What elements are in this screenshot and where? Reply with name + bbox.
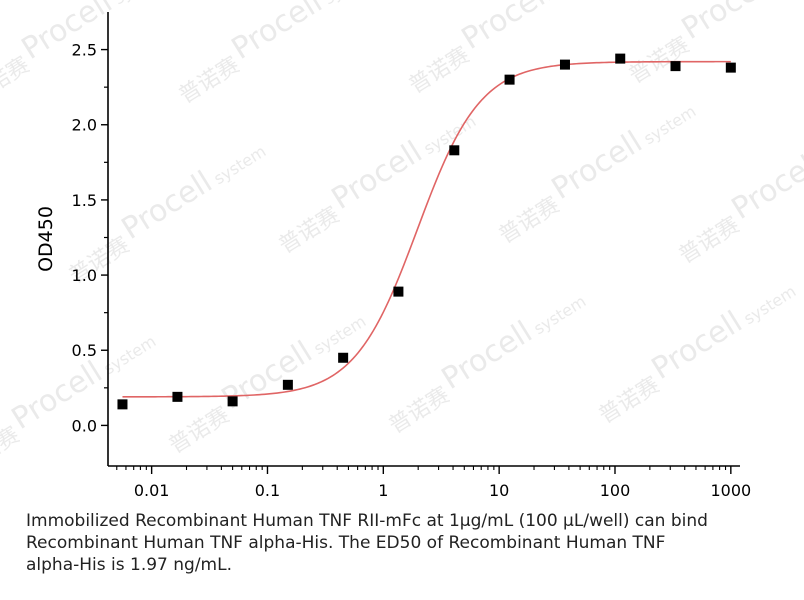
x-tick-label: 100 xyxy=(600,481,631,500)
watermark-sub: system xyxy=(210,142,269,189)
caption-line-2: Recombinant Human TNF alpha-His. The ED5… xyxy=(26,533,666,553)
watermark-brand: Procell xyxy=(726,145,804,227)
watermark-brand: Procell xyxy=(326,135,429,217)
data-point xyxy=(504,74,515,85)
watermark-brand: Procell xyxy=(16,0,119,67)
y-tick-label: 0.5 xyxy=(72,341,97,360)
data-point xyxy=(393,286,404,297)
x-tick-label: 1000 xyxy=(710,481,751,500)
x-tick-label: 1 xyxy=(378,481,388,500)
data-point xyxy=(449,145,460,156)
chart-canvas: Procellsystem普诺赛Procellsystem普诺赛Procells… xyxy=(0,0,804,500)
watermark-sub: system xyxy=(640,102,699,149)
x-tick-label: 0.01 xyxy=(134,481,170,500)
watermark-brand: Procell xyxy=(676,0,779,47)
watermark-sub: system xyxy=(530,292,589,339)
data-point xyxy=(615,53,626,64)
data-point xyxy=(282,379,293,390)
watermark-cn: 普诺赛 xyxy=(275,203,344,259)
watermark-cn: 普诺赛 xyxy=(385,383,454,439)
watermark-sub: system xyxy=(320,0,379,8)
y-tick-label: 2.0 xyxy=(72,116,97,135)
data-point xyxy=(172,391,183,402)
caption-line-3: alpha-His is 1.97 ng/mL. xyxy=(26,555,232,575)
watermark-sub: system xyxy=(110,0,169,8)
watermark-cn: 普诺赛 xyxy=(595,373,664,429)
watermark-cn: 普诺赛 xyxy=(675,213,744,269)
watermark-sub: system xyxy=(740,282,799,329)
caption-line-1: Immobilized Recombinant Human TNF RII-mF… xyxy=(26,511,708,531)
y-tick-label: 1.0 xyxy=(72,266,97,285)
y-tick-label: 1.5 xyxy=(72,191,97,210)
data-point xyxy=(227,396,238,407)
fit-curve-layer xyxy=(122,60,731,398)
watermark-cn: 普诺赛 xyxy=(175,53,244,109)
data-point xyxy=(725,62,736,73)
watermark-brand: Procell xyxy=(436,315,539,397)
watermark-brand: Procell xyxy=(646,305,749,387)
data-point xyxy=(670,61,681,72)
watermark-brand: Procell xyxy=(226,0,329,67)
data-points-layer xyxy=(117,53,736,410)
watermark-cn: 普诺赛 xyxy=(625,33,694,89)
axes-layer: 0.0 0.5 1.0 1.5 2.0 2.5 0.01 0.1 1 10 100 1000 OD450 xyxy=(35,12,751,500)
figure-caption: Immobilized Recombinant Human TNF RII-mF… xyxy=(26,510,796,576)
y-axis-label: OD450 xyxy=(35,206,57,272)
dose-response-chart: Procellsystem普诺赛Procellsystem普诺赛Procells… xyxy=(0,0,804,500)
y-tick-label: 0.0 xyxy=(72,416,97,435)
fit-curve xyxy=(122,60,731,398)
watermark-cn: 普诺赛 xyxy=(405,43,474,99)
x-tick-label: 0.1 xyxy=(255,481,280,500)
watermark-brand: Procell xyxy=(456,0,559,57)
watermark-sub: system xyxy=(310,312,369,359)
watermark-cn: 普诺赛 xyxy=(0,53,34,109)
data-point xyxy=(338,352,349,363)
watermark-brand: Procell xyxy=(116,165,219,247)
data-point xyxy=(117,399,128,410)
watermark-brand: Procell xyxy=(546,125,649,207)
y-tick-label: 2.5 xyxy=(72,41,97,60)
watermark-sub: system xyxy=(100,332,159,379)
watermark-cn: 普诺赛 xyxy=(495,193,564,249)
watermark-cn: 普诺赛 xyxy=(165,403,234,459)
data-point xyxy=(559,59,570,70)
x-tick-label: 10 xyxy=(489,481,509,500)
